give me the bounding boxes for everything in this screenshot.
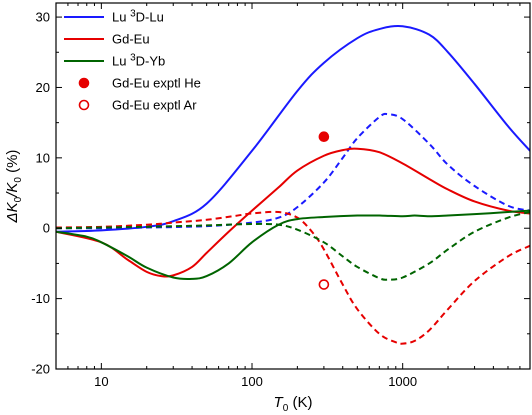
y-axis-ticks: -20 -10 0 10 20 30 — [31, 10, 530, 377]
y-axis-label-sub1: 0 — [13, 196, 24, 202]
y-tick-label: -20 — [31, 362, 50, 377]
plot-frame — [55, 2, 531, 370]
legend-label: Lu 3D-Lu — [112, 9, 164, 25]
legend-open-marker — [78, 99, 90, 111]
legend-label-rest: D-Lu — [136, 10, 164, 25]
legend-label-main: Gd-Eu — [112, 32, 150, 47]
legend-entry: Lu 3D-Lu — [64, 9, 164, 25]
legend-entry: Gd-Eu exptl Ar — [78, 98, 197, 113]
x-tick-label: 100 — [241, 374, 263, 389]
y-tick-label: 0 — [43, 221, 50, 236]
y-tick-label: 10 — [36, 150, 50, 165]
legend-label-main: Gd-Eu exptl He — [112, 76, 201, 91]
legend-label-main: Gd-Eu exptl Ar — [112, 98, 197, 113]
x-axis-label: T0 (K) — [274, 394, 313, 414]
legend-label: Gd-Eu — [112, 32, 150, 47]
legend-label-superscript: 3 — [130, 53, 136, 64]
y-tick-label: -10 — [31, 291, 50, 306]
y-axis-label-prefix: ΔK — [4, 201, 21, 223]
data-point-exptl-he — [318, 131, 330, 143]
legend-entry: Gd-Eu exptl He — [78, 76, 201, 91]
series-line-gd-eu-solid — [56, 147, 530, 278]
series-line-lu-3d-yb-dashed — [56, 211, 530, 281]
legend-filled-marker — [78, 77, 90, 89]
legend-label-main: Lu — [112, 10, 130, 25]
x-tick-label: 1000 — [388, 374, 417, 389]
points-layer — [318, 131, 330, 290]
x-axis-label-symbol: T — [274, 394, 285, 411]
x-tick-label: 10 — [94, 374, 108, 389]
legend-label-main: Lu — [112, 54, 130, 69]
series-layer — [56, 24, 530, 345]
legend-entry: Lu 3D-Yb — [64, 53, 165, 69]
legend-label: Lu 3D-Yb — [112, 53, 165, 69]
y-tick-label: 30 — [36, 10, 50, 25]
x-axis-label-unit: (K) — [288, 394, 312, 411]
x-axis-ticks: 10 100 1000 — [55, 3, 531, 389]
y-tick-label: 20 — [36, 80, 50, 95]
y-axis-label: ΔK0/K0 (%) — [4, 150, 24, 224]
y-axis-label-unit: (%) — [4, 150, 21, 178]
legend-entry: Gd-Eu — [64, 32, 150, 47]
legend-label-superscript: 3 — [130, 9, 136, 20]
legend-label: Gd-Eu exptl He — [112, 76, 201, 91]
data-point-exptl-ar — [318, 279, 330, 290]
legend-label: Gd-Eu exptl Ar — [112, 98, 197, 113]
y-axis-label-sub2: 0 — [13, 177, 24, 183]
y-axis-label-mid: /K — [4, 182, 21, 198]
series-line-lu-3d-lu-solid — [56, 24, 530, 233]
x-axis-label-subscript: 0 — [283, 403, 289, 414]
series-line-lu-3d-yb-solid — [56, 209, 530, 281]
series-line-gd-eu-dashed — [56, 210, 530, 345]
series-line-lu-3d-lu-dashed — [56, 112, 530, 230]
legend-label-rest: D-Yb — [136, 54, 166, 69]
